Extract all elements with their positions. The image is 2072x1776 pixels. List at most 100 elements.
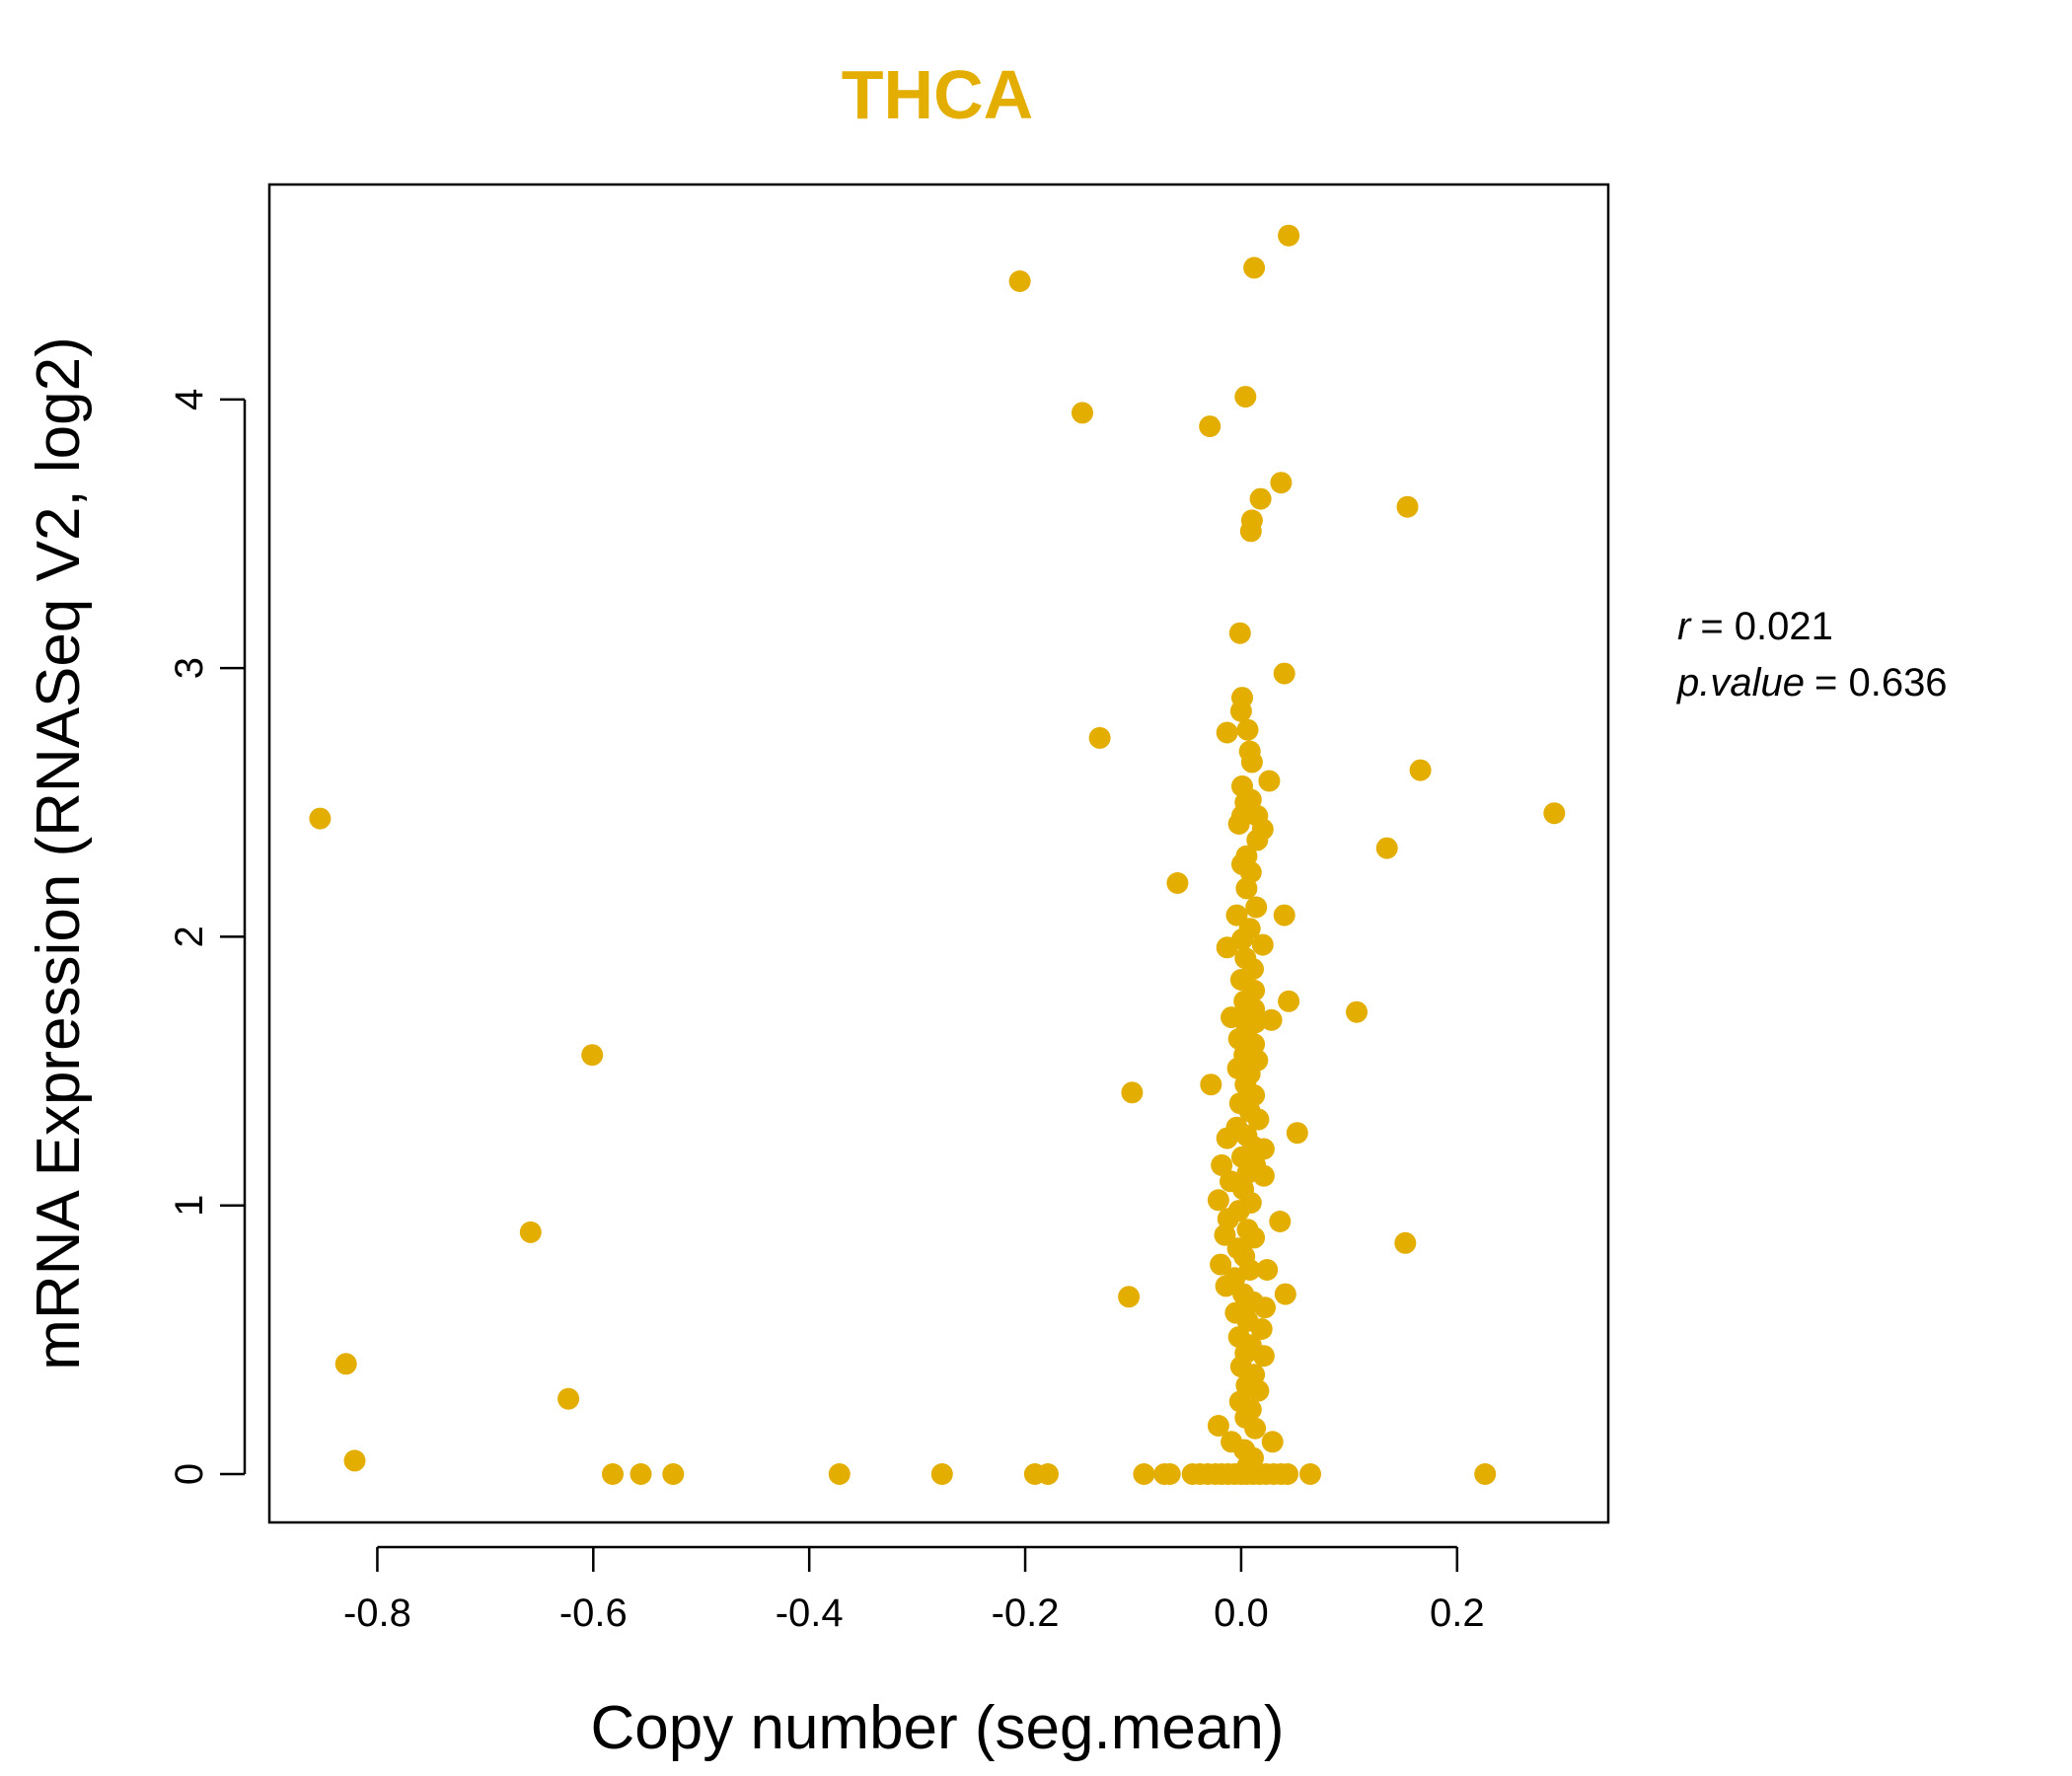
data-point-10 — [1239, 520, 1262, 543]
p-value: = 0.636 — [1814, 661, 1948, 704]
data-point-19 — [1240, 751, 1263, 774]
data-point-113 — [1252, 1345, 1275, 1368]
data-point-5 — [1199, 415, 1221, 438]
data-point-73 — [1286, 1122, 1308, 1145]
p-stat: p.value = 0.636 — [1676, 661, 1948, 704]
data-point-138 — [1133, 1463, 1155, 1485]
data-point-82 — [1252, 1164, 1275, 1187]
correlation-stats: r = 0.021 p.value = 0.636 — [1676, 605, 1948, 704]
data-point-55 — [1260, 1008, 1283, 1031]
data-point-85 — [1207, 1189, 1229, 1212]
data-point-38 — [1245, 896, 1268, 919]
data-point-31 — [1246, 829, 1269, 851]
data-point-75 — [1216, 1127, 1238, 1149]
data-point-156 — [1299, 1463, 1321, 1485]
data-point-32 — [1375, 837, 1398, 859]
data-point-7 — [1249, 487, 1272, 510]
data-point-44 — [1216, 936, 1238, 959]
x-tick-label-0: -0.8 — [343, 1591, 411, 1635]
x-tick-label-4: 0.0 — [1214, 1591, 1269, 1635]
x-tick-label-1: -0.6 — [559, 1591, 628, 1635]
x-axis: -0.8 -0.6 -0.4 -0.2 0.0 0.2 — [343, 1545, 1485, 1635]
chart-title: THCA — [842, 56, 1033, 133]
data-point-2 — [1008, 270, 1031, 292]
data-point-132 — [629, 1463, 652, 1485]
data-point-37 — [1235, 877, 1258, 900]
data-point-106 — [1254, 1296, 1276, 1319]
data-point-91 — [1214, 1223, 1236, 1246]
data-point-137 — [1037, 1463, 1059, 1485]
data-point-97 — [1210, 1253, 1232, 1276]
p-label: p.value — [1676, 661, 1805, 704]
data-point-0 — [1278, 224, 1300, 247]
y-tick-label-1: 1 — [168, 1195, 211, 1217]
r-stat: r = 0.021 — [1677, 605, 1833, 648]
data-point-15 — [1236, 718, 1259, 741]
data-point-60 — [581, 1044, 604, 1067]
data-point-43 — [1251, 933, 1274, 956]
data-point-6 — [1270, 472, 1293, 494]
data-point-102 — [1274, 1283, 1296, 1305]
data-point-140 — [1158, 1463, 1181, 1485]
x-tick-label-5: 0.2 — [1430, 1591, 1485, 1635]
data-point-71 — [1247, 1108, 1270, 1131]
data-point-4 — [1072, 402, 1093, 424]
y-axis-label: mRNA Expression (RNASeq V2, log2) — [25, 336, 93, 1370]
r-label: r — [1677, 605, 1692, 648]
data-point-134 — [828, 1463, 851, 1485]
data-point-88 — [1269, 1211, 1292, 1232]
data-point-157 — [1474, 1463, 1497, 1485]
data-point-119 — [557, 1387, 580, 1410]
data-point-92 — [519, 1221, 542, 1243]
data-point-77 — [1252, 1138, 1275, 1160]
data-point-101 — [1215, 1275, 1237, 1297]
data-point-123 — [1207, 1415, 1229, 1437]
data-point-89 — [1217, 1208, 1239, 1230]
data-point-54 — [1221, 1006, 1243, 1029]
data-point-103 — [1118, 1286, 1141, 1308]
data-point-118 — [1247, 1379, 1270, 1402]
data-point-3 — [1234, 386, 1257, 408]
data-point-39 — [1273, 904, 1295, 926]
y-tick-label-0: 0 — [168, 1463, 211, 1485]
x-tick-label-2: -0.4 — [776, 1591, 844, 1635]
y-axis: 0 1 2 3 4 — [168, 389, 247, 1485]
data-point-25 — [309, 807, 332, 830]
plot-frame — [267, 183, 1610, 1524]
data-point-135 — [930, 1463, 953, 1485]
data-point-49 — [1278, 990, 1300, 1012]
data-point-21 — [1258, 770, 1281, 792]
data-point-40 — [1225, 904, 1248, 926]
data-point-20 — [1409, 759, 1432, 781]
data-point-133 — [662, 1463, 685, 1485]
y-tick-label-4: 4 — [168, 389, 211, 410]
scatter-points — [309, 224, 1566, 1485]
data-point-94 — [1394, 1231, 1417, 1254]
data-point-29 — [1227, 813, 1250, 835]
data-point-26 — [1543, 802, 1566, 825]
data-point-93 — [1243, 1226, 1266, 1249]
data-point-109 — [1250, 1318, 1273, 1340]
data-point-8 — [1396, 495, 1419, 518]
data-point-155 — [1277, 1463, 1298, 1485]
x-tick-label-3: -0.2 — [992, 1591, 1060, 1635]
data-point-14 — [1229, 700, 1252, 722]
data-point-67 — [1121, 1081, 1144, 1104]
r-value: = 0.021 — [1700, 605, 1833, 648]
x-axis-label: Copy number (seg.mean) — [591, 1694, 1285, 1762]
data-point-129 — [343, 1449, 366, 1472]
data-point-98 — [1256, 1259, 1279, 1281]
data-point-114 — [334, 1353, 357, 1375]
data-point-79 — [1211, 1153, 1233, 1176]
data-point-36 — [1166, 872, 1189, 894]
data-point-125 — [1261, 1431, 1284, 1453]
data-point-51 — [1346, 1000, 1368, 1023]
y-tick-label-3: 3 — [168, 657, 211, 679]
y-tick-label-2: 2 — [168, 925, 211, 947]
data-point-131 — [602, 1463, 624, 1485]
data-point-17 — [1088, 726, 1111, 749]
data-point-16 — [1216, 721, 1238, 744]
data-point-12 — [1273, 662, 1295, 685]
data-point-1 — [1243, 257, 1266, 279]
